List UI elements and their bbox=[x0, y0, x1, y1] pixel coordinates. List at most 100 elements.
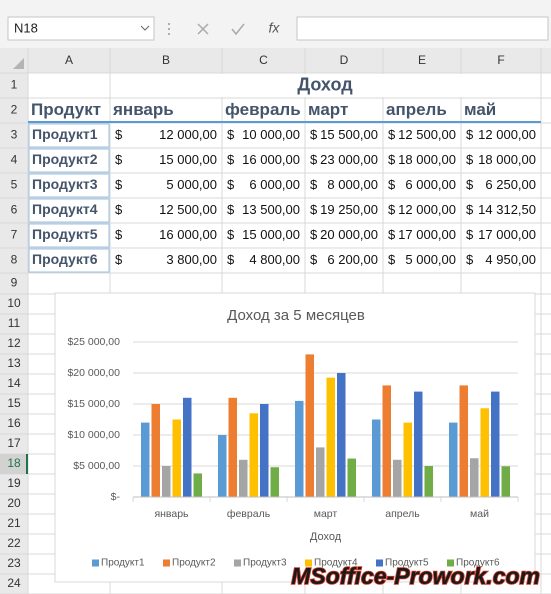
column-header: C bbox=[259, 53, 268, 67]
currency-symbol: $ bbox=[466, 252, 474, 267]
bar bbox=[193, 473, 202, 497]
product-cell bbox=[28, 148, 110, 173]
bar bbox=[382, 385, 391, 497]
bar bbox=[305, 354, 314, 497]
row-header: 1 bbox=[11, 78, 18, 92]
row-header: 10 bbox=[7, 296, 21, 310]
currency-symbol: $ bbox=[388, 127, 396, 142]
y-tick-label: $25 000,00 bbox=[67, 336, 120, 348]
amount: 6 200,00 bbox=[327, 252, 378, 267]
chart: Доход за 5 месяцев $- $5 000,00 $10 000,00 $… bbox=[54, 292, 536, 583]
row-header: 6 bbox=[11, 203, 18, 217]
amount: 14 312,50 bbox=[478, 202, 536, 217]
currency-symbol: $ bbox=[466, 202, 474, 217]
amount: 12 500,00 bbox=[398, 127, 456, 142]
currency-symbol: $ bbox=[115, 202, 123, 217]
legend-label: Продукт3 bbox=[243, 558, 287, 569]
currency-symbol: $ bbox=[310, 252, 318, 267]
currency-symbol: $ bbox=[227, 127, 235, 142]
table-header: февраль bbox=[225, 100, 301, 119]
amount: 15 500,00 bbox=[320, 127, 378, 142]
amount: 8 000,00 bbox=[327, 177, 378, 192]
product-name: Продукт6 bbox=[32, 251, 98, 267]
currency-symbol: $ bbox=[227, 152, 235, 167]
bar bbox=[218, 435, 227, 497]
currency-symbol: $ bbox=[310, 202, 318, 217]
product-cell bbox=[28, 223, 110, 248]
bar bbox=[162, 466, 171, 497]
amount: 18 000,00 bbox=[478, 152, 536, 167]
formula-bar[interactable] bbox=[296, 16, 549, 41]
bar bbox=[372, 419, 381, 497]
bar bbox=[172, 419, 181, 497]
row-header: 24 bbox=[7, 576, 21, 590]
table-header: январь bbox=[112, 100, 174, 119]
row-header: 19 bbox=[7, 476, 21, 490]
legend-label: Продукт2 bbox=[172, 558, 216, 569]
y-tick-label: $20 000,00 bbox=[67, 367, 120, 379]
amount: 12 000,00 bbox=[478, 127, 536, 142]
legend-label: Продукт5 bbox=[385, 558, 429, 569]
row-header: 7 bbox=[11, 228, 18, 242]
currency-symbol: $ bbox=[388, 177, 396, 192]
row-header: 8 bbox=[11, 253, 18, 267]
row-header: 18 bbox=[7, 456, 21, 470]
column-header: F bbox=[497, 53, 504, 67]
name-box[interactable] bbox=[7, 16, 155, 41]
amount: 4 950,00 bbox=[485, 252, 536, 267]
row-header: 5 bbox=[11, 178, 18, 192]
amount: 17 000,00 bbox=[478, 227, 536, 242]
currency-symbol: $ bbox=[466, 152, 474, 167]
y-tick-label: $- bbox=[111, 491, 121, 503]
product-cell bbox=[28, 173, 110, 198]
currency-symbol: $ bbox=[388, 152, 396, 167]
currency-symbol: $ bbox=[227, 177, 235, 192]
currency-symbol: $ bbox=[388, 252, 396, 267]
name-box-dropdown[interactable] bbox=[140, 25, 150, 31]
product-name: Продукт2 bbox=[32, 151, 98, 167]
bar bbox=[424, 466, 433, 497]
legend-swatch bbox=[163, 559, 170, 567]
y-tick-label: $5 000,00 bbox=[73, 460, 120, 472]
amount: 5 000,00 bbox=[405, 252, 456, 267]
sheet: A B C D E F1234567891011121314151617181920212… bbox=[0, 48, 551, 594]
legend-swatch bbox=[376, 559, 383, 567]
currency-symbol: $ bbox=[115, 152, 123, 167]
bar bbox=[449, 422, 458, 497]
cancel-icon[interactable] bbox=[197, 23, 209, 35]
bar bbox=[316, 447, 325, 497]
bar bbox=[239, 459, 248, 497]
amount: 19 250,00 bbox=[320, 202, 378, 217]
separator-dots bbox=[168, 23, 170, 35]
amount: 16 000,00 bbox=[242, 152, 300, 167]
y-tick-label: $10 000,00 bbox=[67, 429, 120, 441]
currency-symbol: $ bbox=[310, 127, 318, 142]
column-header: D bbox=[340, 53, 349, 67]
bar bbox=[501, 466, 510, 497]
bar bbox=[414, 391, 423, 497]
bar bbox=[183, 397, 192, 497]
function-icon[interactable]: fx bbox=[269, 20, 281, 36]
bar bbox=[480, 408, 489, 497]
product-name: Продукт3 bbox=[32, 176, 98, 192]
row-header: 15 bbox=[7, 396, 21, 410]
x-tick-label: март bbox=[314, 508, 338, 520]
product-cell bbox=[28, 198, 110, 223]
x-tick-label: май bbox=[470, 508, 489, 520]
bar bbox=[141, 422, 150, 497]
legend-swatch bbox=[447, 559, 454, 567]
legend-label: Продукт1 bbox=[101, 558, 145, 569]
watermark: MSoffice-Prowork.com bbox=[291, 563, 540, 589]
selected-row-header bbox=[0, 454, 28, 474]
product-name: Продукт1 bbox=[32, 126, 98, 142]
legend-swatch bbox=[92, 559, 99, 567]
bar bbox=[393, 459, 402, 497]
currency-symbol: $ bbox=[310, 227, 318, 242]
bar bbox=[491, 391, 500, 497]
amount: 6 000,00 bbox=[405, 177, 456, 192]
legend-label: Продукт4 bbox=[314, 558, 358, 569]
enter-icon[interactable] bbox=[231, 23, 245, 36]
x-tick-label: апрель bbox=[385, 508, 420, 520]
amount: 15 000,00 bbox=[159, 152, 217, 167]
